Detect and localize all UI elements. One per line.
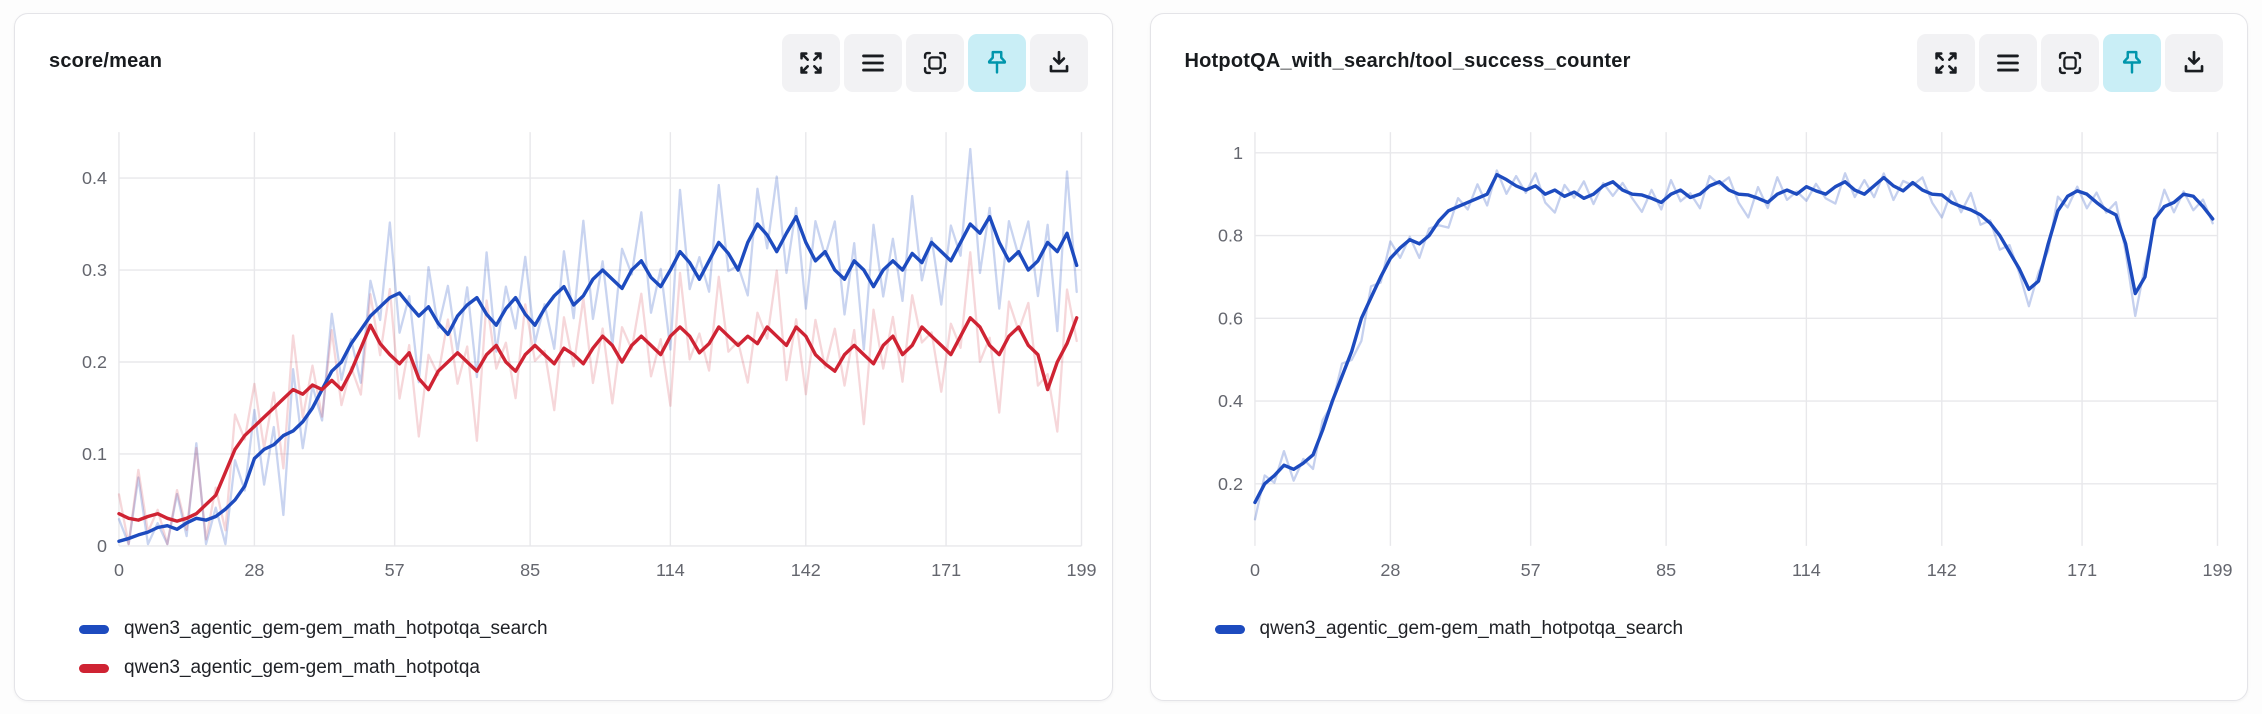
pin-button[interactable] xyxy=(2103,34,2161,92)
svg-text:114: 114 xyxy=(656,560,685,580)
svg-text:0.4: 0.4 xyxy=(82,168,107,188)
menu-button[interactable] xyxy=(1979,34,2037,92)
svg-text:57: 57 xyxy=(1520,560,1540,580)
panel-tool-success-counter: HotpotQA_with_search/tool_success_counte… xyxy=(1149,13,2248,701)
panel-header: HotpotQA_with_search/tool_success_counte… xyxy=(1184,34,2223,92)
download-button[interactable] xyxy=(1029,34,1088,92)
svg-text:85: 85 xyxy=(1656,560,1676,580)
svg-text:0: 0 xyxy=(1249,560,1259,580)
svg-text:142: 142 xyxy=(1926,560,1956,580)
svg-text:28: 28 xyxy=(1380,560,1400,580)
svg-text:0: 0 xyxy=(97,536,107,556)
chart-area[interactable]: 0 28 57 85 114 142 171 199 0.2 0.4 0.6 0.8 1 xyxy=(1181,92,2234,588)
legend-item[interactable]: qwen3_agentic_gem-gem_math_hotpotqa_sear… xyxy=(79,618,1092,640)
legend-item[interactable]: qwen3_agentic_gem-gem_math_hotpotqa_sear… xyxy=(1214,618,2228,640)
legend-swatch xyxy=(79,663,109,673)
panel-score-mean: score/mean xyxy=(14,13,1113,701)
pin-icon xyxy=(2122,50,2142,74)
svg-text:28: 28 xyxy=(244,560,264,580)
svg-text:0.1: 0.1 xyxy=(82,444,107,464)
legend: qwen3_agentic_gem-gem_math_hotpotqa_sear… xyxy=(79,618,1092,679)
svg-text:85: 85 xyxy=(520,560,540,580)
panel-toolbar xyxy=(781,34,1088,92)
svg-text:171: 171 xyxy=(931,560,961,580)
svg-text:0.8: 0.8 xyxy=(1217,226,1242,246)
expand-button[interactable] xyxy=(781,34,840,92)
expand-icon xyxy=(799,52,822,74)
download-icon xyxy=(1049,50,1068,73)
focus-mode-button[interactable] xyxy=(905,34,964,92)
svg-text:199: 199 xyxy=(1066,560,1096,580)
svg-text:199: 199 xyxy=(2202,560,2232,580)
svg-text:0.4: 0.4 xyxy=(1217,391,1242,411)
svg-text:114: 114 xyxy=(1792,560,1821,580)
panel-title: HotpotQA_with_search/tool_success_counte… xyxy=(1184,50,1631,72)
legend-label: qwen3_agentic_gem-gem_math_hotpotqa_sear… xyxy=(1259,618,1684,639)
legend: qwen3_agentic_gem-gem_math_hotpotqa_sear… xyxy=(1214,618,2228,640)
svg-text:1: 1 xyxy=(1232,143,1242,163)
focus-mode-button[interactable] xyxy=(2041,34,2099,92)
pin-button[interactable] xyxy=(967,34,1026,92)
pin-icon xyxy=(987,50,1006,74)
svg-text:0.2: 0.2 xyxy=(1217,474,1242,494)
svg-text:57: 57 xyxy=(385,560,405,580)
menu-icon xyxy=(1997,54,2019,72)
legend-swatch xyxy=(1214,624,1245,634)
legend-item[interactable]: qwen3_agentic_gem-gem_math_hotpotqa xyxy=(79,657,1092,679)
line-chart-tool-success-counter[interactable]: 0 28 57 85 114 142 171 199 0.2 0.4 0.6 0.8 1 xyxy=(1181,92,2234,588)
svg-text:171: 171 xyxy=(2067,560,2097,580)
expand-icon xyxy=(1935,52,1957,74)
menu-icon xyxy=(861,54,884,72)
svg-text:0.3: 0.3 xyxy=(82,260,107,280)
legend-label: qwen3_agentic_gem-gem_math_hotpotqa_sear… xyxy=(124,618,548,639)
svg-text:0.2: 0.2 xyxy=(82,352,107,372)
legend-label: qwen3_agentic_gem-gem_math_hotpotqa xyxy=(124,657,480,678)
panel-toolbar xyxy=(1917,34,2223,92)
focus-mode-icon xyxy=(923,51,946,75)
download-icon xyxy=(2184,50,2204,73)
legend-swatch xyxy=(79,624,109,634)
chart-area[interactable]: 0 28 57 85 114 142 171 199 0 0.1 0.2 0.3 0.4 xyxy=(45,92,1098,588)
line-chart-score-mean[interactable]: 0 28 57 85 114 142 171 199 0 0.1 0.2 0.3 0.4 xyxy=(45,92,1098,588)
panel-header: score/mean xyxy=(49,34,1088,92)
svg-text:142: 142 xyxy=(791,560,821,580)
focus-mode-icon xyxy=(2058,51,2082,75)
expand-button[interactable] xyxy=(1917,34,1975,92)
menu-button[interactable] xyxy=(843,34,902,92)
download-button[interactable] xyxy=(2165,34,2223,92)
svg-text:0: 0 xyxy=(114,560,124,580)
svg-text:0.6: 0.6 xyxy=(1217,308,1242,328)
panel-title: score/mean xyxy=(49,50,163,72)
